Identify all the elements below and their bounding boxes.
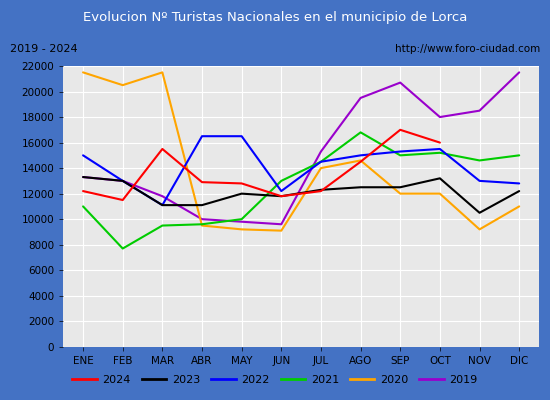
Text: http://www.foro-ciudad.com: http://www.foro-ciudad.com xyxy=(395,44,540,54)
Text: Evolucion Nº Turistas Nacionales en el municipio de Lorca: Evolucion Nº Turistas Nacionales en el m… xyxy=(83,12,467,24)
Text: 2019 - 2024: 2019 - 2024 xyxy=(10,44,78,54)
Legend: 2024, 2023, 2022, 2021, 2020, 2019: 2024, 2023, 2022, 2021, 2020, 2019 xyxy=(68,370,482,389)
